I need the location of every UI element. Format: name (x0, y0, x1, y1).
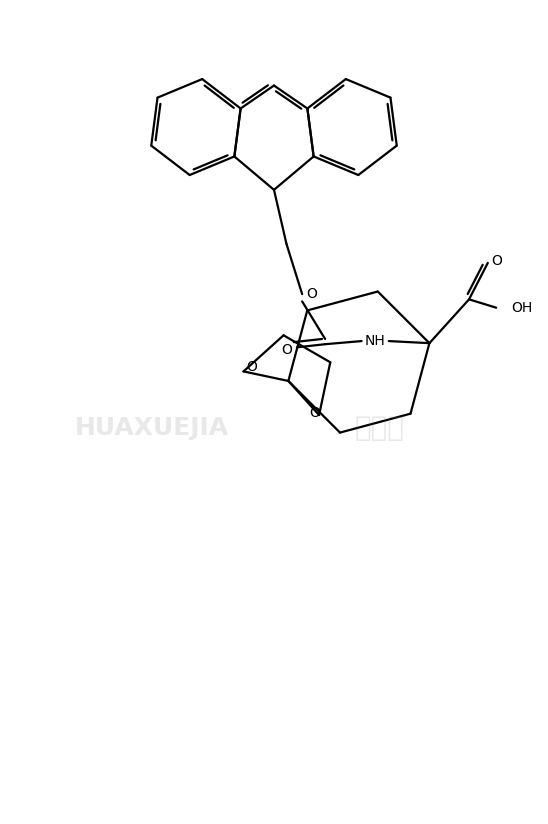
Text: O: O (281, 344, 292, 358)
Text: O: O (491, 254, 502, 268)
Text: HUAXUEJIA: HUAXUEJIA (75, 416, 229, 441)
Text: 化学加: 化学加 (355, 414, 405, 442)
Text: NH: NH (365, 334, 386, 348)
Text: O: O (306, 287, 317, 301)
Text: O: O (247, 360, 257, 374)
Text: O: O (310, 406, 321, 420)
Text: OH: OH (511, 301, 532, 315)
